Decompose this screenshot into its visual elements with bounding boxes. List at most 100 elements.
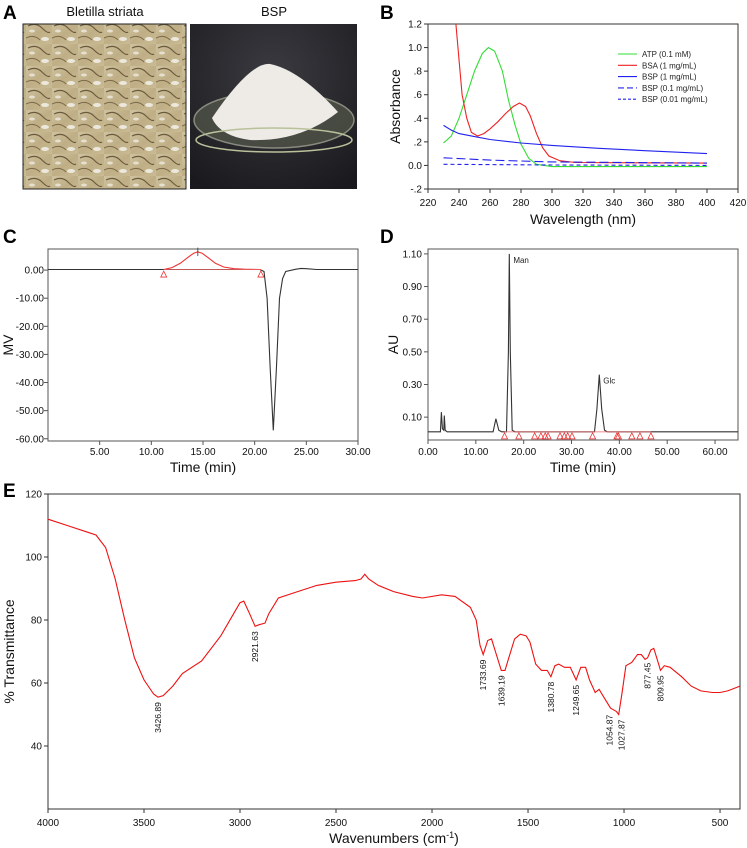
y-tick-label: 60	[31, 679, 43, 690]
y-tick-label: -60.00	[16, 434, 45, 445]
y-tick-label: 0.00	[25, 266, 45, 277]
chart-e-ftir-spectrum: 4000 3500 3000 2500 2000 1500 1000 500 40 60 80 100…	[1, 490, 741, 846]
y-axis-title: MV	[0, 334, 16, 356]
peak-wavenumber-label: 809.95	[656, 675, 666, 701]
y-tick-label: 1.2	[408, 20, 422, 31]
integration-marker	[588, 431, 597, 440]
y-tick-label: 120	[25, 490, 42, 501]
x-tick-label: 60.00	[703, 447, 728, 458]
y-tick-label: .2	[414, 137, 423, 148]
integration-marker	[556, 431, 564, 440]
x-tick-label: 240	[451, 198, 468, 209]
x-tick-label: 400	[699, 198, 716, 209]
y-axis-title: Absorbance	[387, 69, 403, 144]
peak-annotation: Glc	[603, 377, 615, 386]
x-tick-label: 1000	[613, 818, 636, 829]
y-tick-label: -30.00	[16, 350, 45, 361]
x-tick-label: 10.00	[139, 447, 164, 458]
x-tick-label: 500	[712, 818, 729, 829]
x-tick-label: 300	[544, 198, 561, 209]
photo-bsp-powder	[190, 24, 357, 189]
integration-marker	[636, 431, 644, 440]
plot-frame	[427, 248, 739, 441]
x-axis-title: Wavelength (nm)	[530, 211, 636, 227]
y-tick-label: 0.0	[408, 161, 422, 172]
series-line-signal	[428, 253, 738, 433]
panel-label-e: E	[3, 481, 16, 502]
peak-annotation: Man	[513, 256, 529, 265]
y-tick-label: 1.0	[408, 43, 422, 54]
integration-marker	[531, 431, 539, 440]
series-line-bsp-0-01-mg-ml-	[443, 163, 708, 166]
y-axis-title: AU	[385, 335, 401, 354]
peak-wavenumber-label: 1639.19	[496, 675, 506, 706]
peak-wavenumber-label: 1380.78	[546, 681, 556, 712]
x-axis-title-main: Wavenumbers (cm	[329, 830, 446, 846]
y-tick-label: 40	[31, 742, 43, 753]
y-tick-label: 1.10	[403, 249, 423, 260]
x-axis-title: Wavenumbers (cm-1)	[329, 830, 459, 846]
integration-marker	[515, 431, 523, 440]
y-tick-label: -40.00	[16, 378, 45, 389]
x-tick-label: 20.00	[242, 447, 267, 458]
y-tick-label: -.2	[410, 185, 422, 196]
x-axis-title: Time (min)	[170, 459, 236, 475]
panel-label-b: B	[380, 3, 394, 24]
x-tick-label: 260	[482, 198, 499, 209]
photo-title-bsp: BSP	[261, 4, 287, 19]
series-line-ft-ir	[47, 518, 741, 716]
y-tick-label: .6	[414, 90, 423, 101]
x-tick-label: 2500	[325, 818, 348, 829]
x-tick-label: 20.00	[511, 447, 536, 458]
y-tick-label: 80	[31, 616, 43, 627]
x-tick-label: 40.00	[607, 447, 632, 458]
photo-bletilla-striata	[22, 23, 187, 190]
y-tick-label: 100	[25, 553, 42, 564]
integration-marker	[500, 431, 509, 440]
chart-c-gpc-chromatogram: 5.00 10.00 15.00 20.00 25.00 30.00 0.00 -10.00 -…	[0, 247, 371, 475]
x-tick-label: 280	[513, 198, 530, 209]
series-line-bsp-1-mg-ml-	[443, 124, 708, 155]
x-tick-label: 15.00	[190, 447, 215, 458]
series-line-signal	[48, 267, 358, 431]
peak-wavenumber-label: 877.45	[643, 663, 653, 689]
integration-marker	[257, 270, 265, 278]
peak-wavenumber-label: 3426.89	[153, 702, 163, 733]
y-tick-label: 0.90	[403, 282, 423, 293]
peak-wavenumber-label: 2921.63	[250, 631, 260, 662]
x-tick-label: 0.00	[418, 447, 438, 458]
photo-title-bletilla: Bletilla striata	[66, 4, 144, 19]
peak-wavenumber-label: 1027.87	[616, 719, 626, 750]
x-tick-label: 220	[420, 198, 437, 209]
integration-marker	[160, 270, 168, 278]
integration-marker	[564, 431, 572, 440]
integration-marker	[628, 431, 636, 440]
x-tick-label: 25.00	[294, 447, 319, 458]
y-tick-label: 0.70	[403, 315, 423, 326]
x-tick-label: 3500	[133, 818, 156, 829]
y-axis-title: % Transmittance	[1, 599, 17, 703]
legend-label: BSP (0.01 mg/mL)	[642, 95, 708, 104]
series-line-bsp-0-1-mg-ml-	[443, 157, 708, 164]
panel-label-c: C	[3, 227, 17, 248]
y-tick-label: .8	[414, 67, 423, 78]
x-tick-label: 380	[668, 198, 685, 209]
x-tick-label: 360	[637, 198, 654, 209]
x-tick-label: 50.00	[655, 447, 680, 458]
x-tick-label: 3000	[229, 818, 252, 829]
x-axis-title-superscript: -1	[446, 830, 454, 840]
panel-label-d: D	[380, 227, 394, 248]
y-tick-label: -20.00	[16, 322, 45, 333]
series-line-integrated-peak	[163, 251, 261, 271]
integration-marker	[568, 431, 576, 440]
integration-marker	[647, 431, 655, 440]
legend-label: ATP (0.1 mM)	[642, 50, 691, 59]
y-tick-label: 0.50	[403, 347, 423, 358]
x-axis-title-close: )	[454, 830, 459, 846]
integration-marker	[544, 431, 552, 440]
y-tick-label: 0.30	[403, 380, 423, 391]
y-tick-label: .4	[414, 114, 423, 125]
series-line-bsa-1-mg-ml-	[455, 23, 708, 164]
x-tick-label: 10.00	[463, 447, 488, 458]
